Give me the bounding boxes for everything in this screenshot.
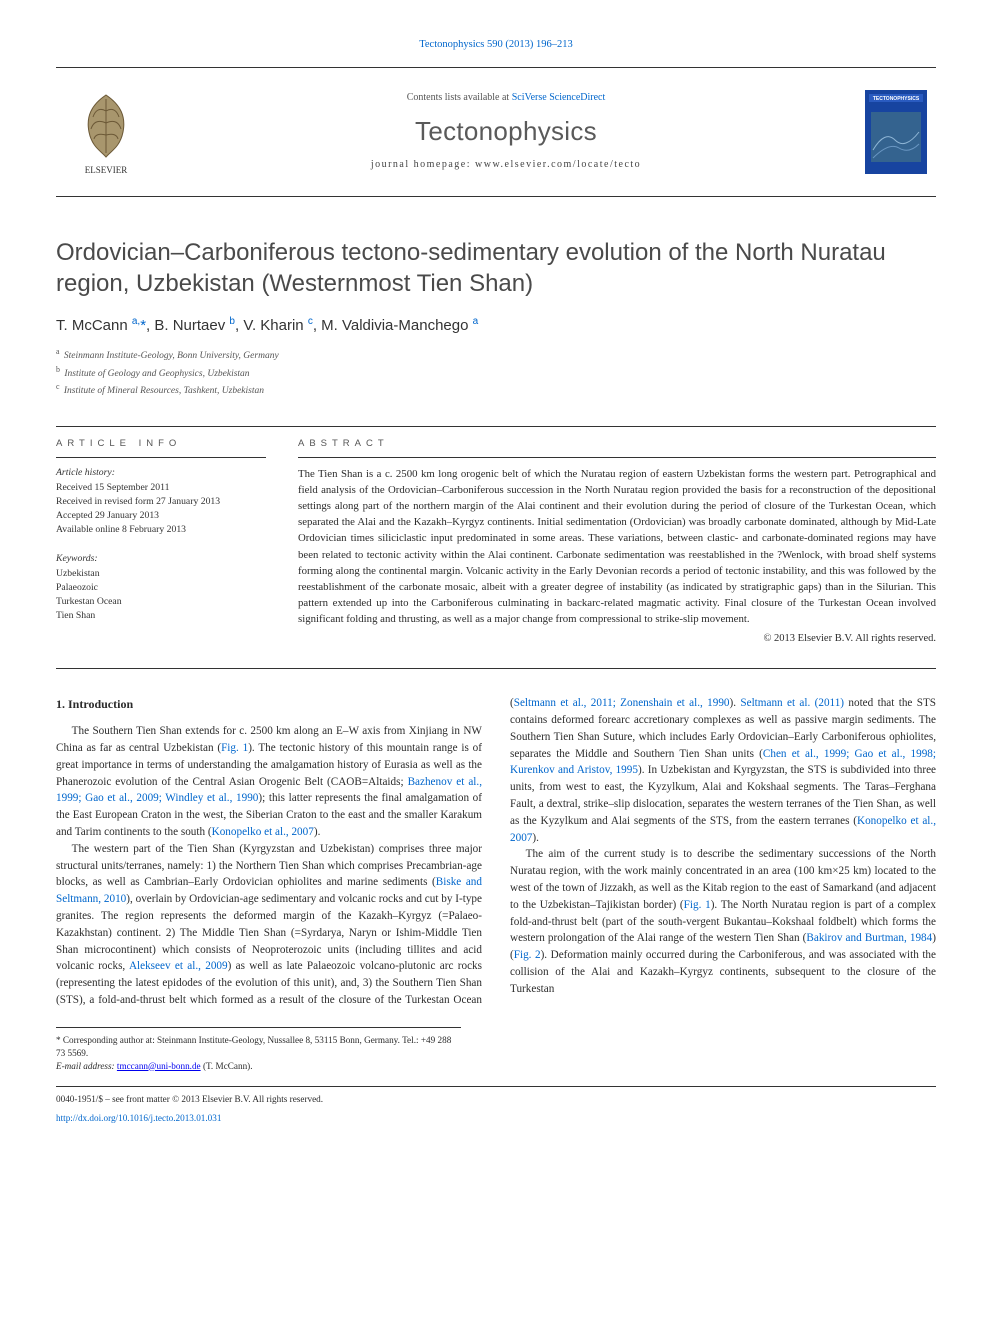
abstract-heading: ABSTRACT [298, 437, 936, 457]
author-email-link[interactable]: tmccann@uni-bonn.de [117, 1061, 201, 1071]
footnotes: * Corresponding author at: Steinmann Ins… [56, 1027, 461, 1073]
publisher-name: ELSEVIER [85, 165, 128, 175]
front-matter-line: 0040-1951/$ – see front matter © 2013 El… [56, 1093, 936, 1106]
sciencedirect-link[interactable]: SciVerse ScienceDirect [512, 92, 606, 103]
email-line: E-mail address: tmccann@uni-bonn.de (T. … [56, 1060, 461, 1073]
publisher-logo: ELSEVIER [56, 68, 156, 196]
journal-homepage: journal homepage: www.elsevier.com/locat… [156, 158, 856, 172]
divider [56, 668, 936, 669]
article-title: Ordovician–Carboniferous tectono-sedimen… [56, 237, 936, 299]
article-info-heading: ARTICLE INFO [56, 437, 266, 457]
journal-name: Tectonophysics [156, 113, 856, 149]
body-columns: 1. Introduction The Southern Tien Shan e… [56, 695, 936, 1009]
journal-cover-thumb: TECTONOPHYSICS [856, 68, 936, 196]
citation-line: Tectonophysics 590 (2013) 196–213 [56, 38, 936, 53]
doi-link[interactable]: http://dx.doi.org/10.1016/j.tecto.2013.0… [56, 1113, 221, 1123]
abstract-text: The Tien Shan is a c. 2500 km long oroge… [298, 466, 936, 628]
article-history: Article history: Received 15 September 2… [56, 466, 266, 538]
affiliations: a Steinmann Institute-Geology, Bonn Univ… [56, 346, 936, 398]
section-heading-intro: 1. Introduction [56, 695, 482, 713]
svg-text:TECTONOPHYSICS: TECTONOPHYSICS [873, 96, 920, 102]
footer-rule [56, 1086, 936, 1087]
masthead: ELSEVIER Contents lists available at Sci… [56, 67, 936, 197]
keywords-block: Keywords: UzbekistanPalaeozoicTurkestan … [56, 552, 266, 624]
abstract-copyright: © 2013 Elsevier B.V. All rights reserved… [298, 632, 936, 647]
corresponding-author-note: * Corresponding author at: Steinmann Ins… [56, 1034, 461, 1060]
contents-blurb: Contents lists available at SciVerse Sci… [156, 91, 856, 105]
author-list: T. McCann a,*, B. Nurtaev b, V. Kharin c… [56, 315, 936, 336]
